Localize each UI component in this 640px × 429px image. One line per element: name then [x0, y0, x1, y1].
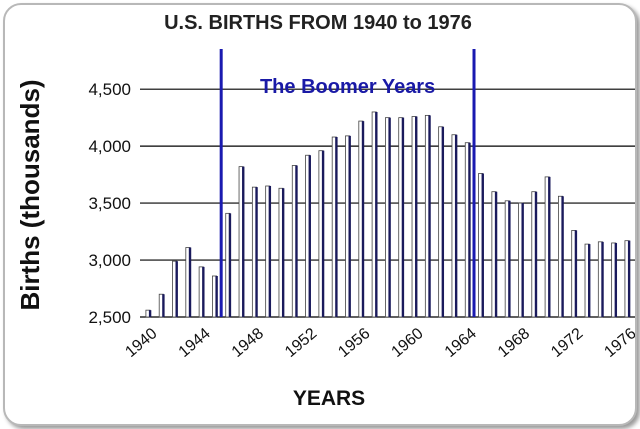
y-tick-label: 4,500: [88, 80, 131, 99]
boomer-lines: [219, 49, 476, 317]
bar: [544, 176, 551, 318]
bar: [385, 117, 391, 318]
y-tick-label: 3,000: [88, 251, 131, 270]
x-tick-label: 1972: [548, 325, 586, 361]
x-tick-label: 1948: [229, 325, 267, 361]
x-tick-label: 1952: [282, 325, 320, 361]
bar: [318, 150, 325, 318]
y-axis-label: Births (thousands): [15, 79, 45, 310]
bar: [491, 191, 498, 318]
y-tick-label: 3,500: [88, 194, 131, 213]
bar: [438, 126, 445, 318]
births-bar-chart: U.S. BIRTHS FROM 1940 to 1976 Births (th…: [15, 12, 635, 410]
x-tick-label: 1944: [176, 325, 214, 361]
bar: [251, 186, 258, 318]
x-tick-label: 1956: [335, 325, 373, 361]
bar: [345, 135, 351, 318]
bar: [212, 275, 218, 318]
bar: [185, 247, 192, 318]
bar: [611, 242, 618, 318]
chart-title: U.S. BIRTHS FROM 1940 to 1976: [164, 12, 472, 34]
bar: [331, 136, 338, 318]
bar: [291, 165, 298, 318]
bar: [238, 166, 245, 318]
chart-frame: U.S. BIRTHS FROM 1940 to 1976 Births (th…: [3, 3, 637, 426]
x-tick-labels: 1940 1944 1948 1952 1956 1960 1964 1968 1972 1976: [122, 325, 635, 361]
x-tick-label: 1976: [601, 325, 635, 361]
bar: [411, 116, 418, 318]
boomer-years-annotation: The Boomer Years: [260, 76, 435, 98]
bar: [225, 212, 232, 318]
y-tick-label: 2,500: [88, 308, 131, 327]
bar: [518, 202, 524, 318]
bar: [597, 241, 604, 318]
bar: [478, 173, 484, 318]
bar: [571, 230, 578, 318]
x-tick-label: 1968: [495, 325, 533, 361]
bar: [504, 200, 511, 318]
bar: [531, 191, 538, 318]
bar: [584, 243, 591, 318]
bar: [145, 309, 152, 318]
y-tick-label: 4,000: [88, 137, 131, 156]
bar: [558, 195, 564, 318]
y-tick-labels: 2,500 3,000 3,500 4,000 4,500: [88, 80, 131, 327]
bars: [145, 111, 631, 318]
bar: [305, 154, 311, 318]
x-tick-label: 1964: [442, 325, 480, 361]
bar: [424, 114, 431, 318]
bar: [265, 185, 272, 318]
bar: [278, 187, 285, 318]
bar: [358, 120, 365, 318]
x-tick-label: 1940: [122, 325, 160, 361]
bar: [172, 260, 178, 318]
bar: [371, 111, 378, 318]
bar: [158, 293, 165, 318]
bar: [624, 240, 631, 318]
bar: [398, 117, 405, 318]
bar: [464, 142, 471, 318]
x-tick-label: 1960: [389, 325, 427, 361]
x-axis-label: YEARS: [293, 387, 365, 410]
bar: [198, 266, 205, 318]
bar: [451, 134, 458, 318]
